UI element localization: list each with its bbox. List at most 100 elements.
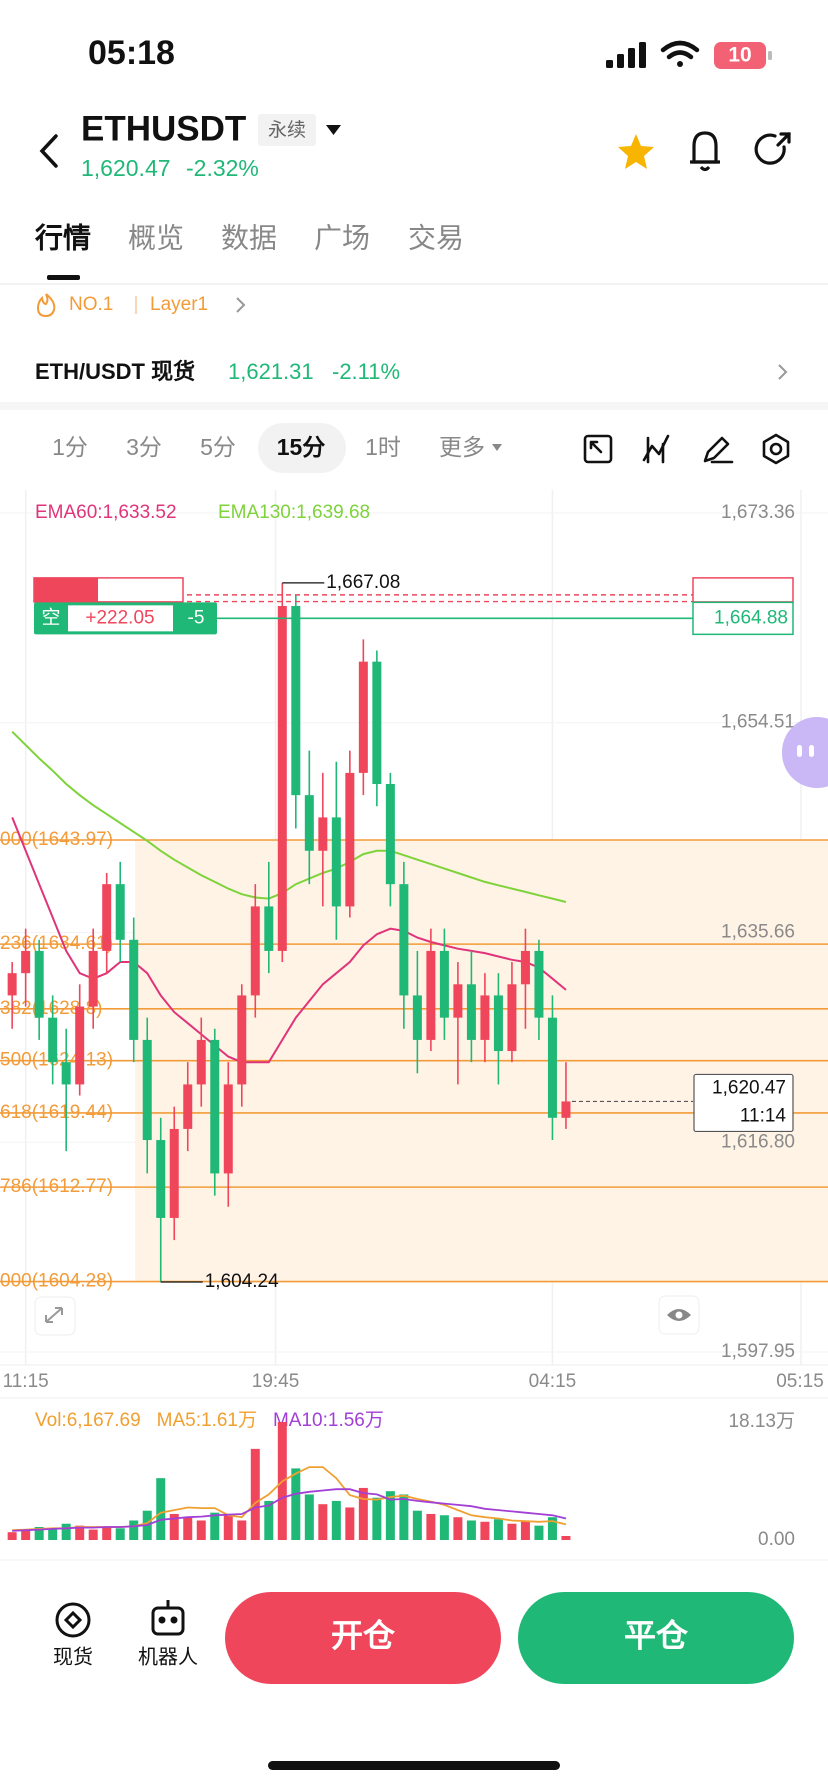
y-tick-label: 1,635.66: [721, 921, 795, 942]
candle-body: [358, 661, 368, 773]
candle-body: [291, 606, 301, 796]
volume-bar: [561, 1535, 571, 1540]
favorite-star[interactable]: [618, 134, 654, 169]
chevron: [236, 297, 246, 313]
close-button-label[interactable]: 平仓: [624, 1617, 689, 1653]
symbol[interactable]: ETHUSDT: [81, 109, 246, 148]
indicator-icon[interactable]: [642, 434, 670, 464]
open-button-label[interactable]: 开仓: [331, 1617, 396, 1653]
tab[interactable]: 数据: [221, 222, 277, 253]
candle-body: [493, 995, 503, 1052]
header-price: 1,620.47: [81, 155, 171, 181]
alert-bell[interactable]: [690, 131, 720, 172]
volume-legend: MA10:1.56万: [273, 1410, 384, 1431]
y-tick-label: 1,673.36: [721, 502, 795, 523]
volume-ma-line: [12, 1466, 567, 1532]
interval[interactable]: 1时: [365, 434, 401, 460]
order-axis-tag: [692, 577, 794, 603]
interval-bar: 1分 3分 5分 15分 1时 更多: [52, 434, 485, 460]
tab[interactable]: 概览: [128, 222, 184, 253]
home-indicator: [268, 1761, 560, 1770]
symbol-dropdown[interactable]: [326, 125, 341, 135]
interval[interactable]: 更多: [439, 434, 485, 460]
fire-icon: [36, 293, 56, 318]
candle-body: [88, 950, 98, 1007]
header-change: -2.32%: [186, 155, 259, 181]
sector-tag[interactable]: Layer1: [150, 294, 208, 315]
assistant-bubble[interactable]: [782, 717, 828, 788]
visibility-icon[interactable]: [658, 1295, 700, 1335]
candle-body: [129, 939, 139, 1040]
fullscreen-icon[interactable]: [583, 434, 613, 464]
interval[interactable]: 3分: [126, 434, 162, 460]
candle-body: [304, 795, 314, 851]
section-gap: [0, 402, 828, 410]
x-tick-label: 19:45: [252, 1371, 300, 1392]
interval[interactable]: 15分: [277, 434, 326, 460]
candle-body: [264, 906, 274, 951]
volume-bar: [34, 1526, 44, 1540]
interval[interactable]: 1分: [52, 434, 88, 460]
spot-icon[interactable]: [55, 1602, 91, 1638]
x-tick-label: 11:15: [3, 1371, 49, 1392]
candle-body: [520, 950, 530, 985]
tab[interactable]: 广场: [314, 222, 370, 253]
rank-tag[interactable]: NO.1: [69, 294, 113, 315]
draw-icon[interactable]: [703, 436, 734, 464]
candle-body: [466, 984, 476, 1040]
settings-icon[interactable]: [762, 433, 790, 465]
volume-bar: [75, 1525, 85, 1540]
volume-bar: [156, 1478, 166, 1540]
tag-bg: [258, 114, 316, 146]
tab[interactable]: 交易: [408, 222, 464, 253]
volume-bar: [169, 1513, 179, 1540]
last-price-label: 1,620.47: [712, 1077, 786, 1098]
volume-bar: [21, 1530, 31, 1540]
candle-body: [61, 1062, 71, 1085]
candle-body: [250, 906, 260, 996]
y-tick-label: 1,654.51: [721, 712, 795, 733]
candle-body: [426, 950, 436, 1040]
chevron[interactable]: [778, 364, 788, 380]
back-button[interactable]: [39, 134, 58, 168]
open-button[interactable]: [225, 1592, 501, 1684]
robot-icon[interactable]: [151, 1600, 185, 1636]
volume-bar: [480, 1521, 490, 1540]
volume-bar: [534, 1525, 544, 1540]
position-side: 空: [41, 606, 60, 628]
fib-label: 382(1628.8): [0, 998, 102, 1019]
expand-icon[interactable]: [34, 1296, 76, 1336]
y-tick-label: 1,597.95: [721, 1341, 795, 1362]
interval[interactable]: 5分: [200, 434, 236, 460]
candle-body: [196, 1039, 206, 1085]
close-button[interactable]: [518, 1592, 794, 1684]
x-tick-label: 04:15: [529, 1371, 577, 1392]
ema-legend: EMA60:1,633.52: [35, 502, 177, 523]
nav-label[interactable]: 现货: [53, 1645, 93, 1668]
tab[interactable]: 行情: [34, 221, 91, 253]
ema-legend: EMA130:1,639.68: [218, 502, 370, 523]
battery: [714, 42, 766, 69]
battery-level: 10: [728, 44, 751, 67]
volume-bar: [399, 1494, 409, 1540]
volume-bar: [264, 1500, 274, 1540]
share-icon[interactable]: [754, 132, 791, 165]
candle-body: [102, 884, 112, 951]
volume-ma-line: [12, 1488, 567, 1532]
volume-bar: [129, 1520, 139, 1540]
candle-body: [223, 1084, 233, 1174]
volume-bar: [372, 1497, 382, 1540]
volume-bar: [237, 1520, 247, 1540]
fib-label: 000(1604.28): [0, 1271, 113, 1292]
volume-bar: [385, 1491, 395, 1540]
countdown: 11:14: [740, 1105, 787, 1126]
nav-label[interactable]: 机器人: [138, 1645, 198, 1668]
ema-line: [11, 730, 567, 903]
spot-name[interactable]: ETH/USDT 现货: [35, 359, 195, 384]
signal-icon: [606, 42, 646, 68]
candle-body: [399, 884, 409, 996]
candle-body: [277, 606, 287, 951]
fib-label: 236(1634.61): [0, 933, 113, 954]
spot-change: -2.11%: [332, 359, 400, 384]
spot-price: 1,621.31: [228, 359, 314, 384]
